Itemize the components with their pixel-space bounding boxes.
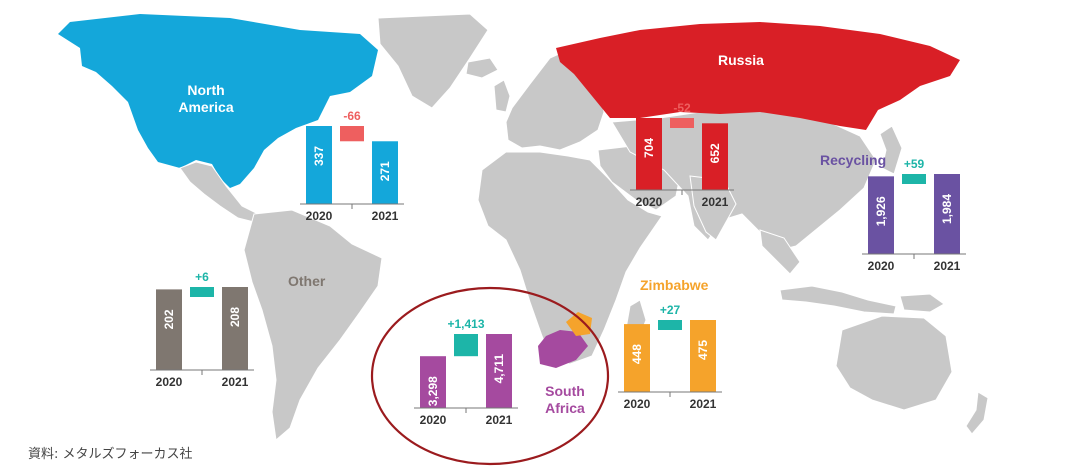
japan-shape bbox=[879, 125, 903, 175]
year-label-2021: 2021 bbox=[934, 259, 961, 273]
bar-2020 bbox=[306, 126, 332, 204]
year-label-2021: 2021 bbox=[486, 413, 513, 427]
value-label-2020: 448 bbox=[630, 344, 644, 364]
change-label: +59 bbox=[904, 157, 925, 171]
year-label-2020: 2020 bbox=[868, 259, 895, 273]
bar-2021 bbox=[486, 334, 512, 408]
australia-shape bbox=[835, 315, 953, 411]
year-label-2020: 2020 bbox=[306, 209, 333, 223]
decrease-box bbox=[670, 118, 694, 128]
year-label-2021: 2021 bbox=[690, 397, 717, 411]
north-america-shape bbox=[58, 14, 378, 188]
value-label-2021: 271 bbox=[378, 161, 392, 181]
year-label-2021: 2021 bbox=[222, 375, 249, 389]
value-label-2020: 704 bbox=[642, 138, 656, 158]
southeast-asia-shape bbox=[759, 229, 801, 275]
change-label: +1,413 bbox=[447, 317, 484, 331]
decrease-box bbox=[340, 126, 364, 142]
russia-chart: -52 704 652 2020 2021 bbox=[630, 101, 734, 209]
recycling-label: Recycling bbox=[820, 152, 887, 168]
bar-2020 bbox=[156, 289, 182, 370]
year-label-2020: 2020 bbox=[624, 397, 651, 411]
value-label-2021: 652 bbox=[708, 143, 722, 163]
zimbabwe-chart: +27 448 475 2020 2021 bbox=[618, 303, 722, 411]
bar-2020 bbox=[636, 118, 662, 190]
other-label: Other bbox=[288, 273, 326, 289]
bar-2021 bbox=[690, 320, 716, 392]
bar-2021 bbox=[372, 141, 398, 204]
year-label-2020: 2020 bbox=[156, 375, 183, 389]
north-america-chart: -66 337 271 2020 2021 bbox=[300, 109, 404, 223]
change-label: +27 bbox=[660, 303, 681, 317]
bar-2021 bbox=[934, 174, 960, 254]
change-label: -66 bbox=[343, 109, 361, 123]
greenland-shape bbox=[377, 13, 489, 109]
russia-label: Russia bbox=[718, 52, 764, 68]
south-africa-shape bbox=[538, 330, 588, 368]
value-label-2021: 475 bbox=[696, 340, 710, 360]
bar-2020 bbox=[868, 176, 894, 254]
change-label: +6 bbox=[195, 270, 209, 284]
bar-2020 bbox=[420, 356, 446, 408]
north-america-label: North America bbox=[178, 82, 234, 115]
africa-shape bbox=[477, 151, 663, 365]
highlight-circle bbox=[370, 286, 610, 466]
year-label-2020: 2020 bbox=[636, 195, 663, 209]
value-label-2020: 3,298 bbox=[426, 376, 440, 406]
value-label-2021: 1,984 bbox=[940, 194, 954, 224]
russia-shape bbox=[556, 22, 960, 130]
change-label: -52 bbox=[673, 101, 691, 115]
papua-shape bbox=[899, 293, 945, 313]
indonesia-shape bbox=[779, 285, 897, 315]
zimbabwe-shape bbox=[566, 312, 592, 336]
south-africa-label: South Africa bbox=[545, 383, 585, 416]
south-africa-chart: +1,413 3,298 4,711 2020 2021 bbox=[414, 317, 518, 427]
bar-2020 bbox=[624, 324, 650, 392]
year-label-2021: 2021 bbox=[372, 209, 399, 223]
value-label-2021: 4,711 bbox=[492, 354, 506, 384]
source-note: 資料: メタルズフォーカス社 bbox=[28, 447, 193, 462]
increase-box bbox=[658, 320, 682, 330]
zimbabwe-label: Zimbabwe bbox=[640, 277, 709, 293]
year-label-2021: 2021 bbox=[702, 195, 729, 209]
bar-2021 bbox=[702, 123, 728, 190]
new-zealand-shape bbox=[965, 391, 989, 435]
bar-2021 bbox=[222, 287, 248, 370]
uk-shape bbox=[493, 79, 511, 113]
increase-box bbox=[190, 287, 214, 297]
value-label-2020: 202 bbox=[162, 309, 176, 329]
iceland-shape bbox=[465, 57, 499, 79]
year-label-2020: 2020 bbox=[420, 413, 447, 427]
increase-box bbox=[902, 174, 926, 184]
value-label-2021: 208 bbox=[228, 307, 242, 327]
value-label-2020: 1,926 bbox=[874, 196, 888, 226]
south-america-shape bbox=[243, 209, 383, 441]
value-label-2020: 337 bbox=[312, 146, 326, 166]
other-chart: +6 202 208 2020 2021 bbox=[150, 270, 254, 389]
recycling-chart: +59 1,926 1,984 2020 2021 bbox=[862, 157, 966, 273]
increase-box bbox=[454, 334, 478, 357]
